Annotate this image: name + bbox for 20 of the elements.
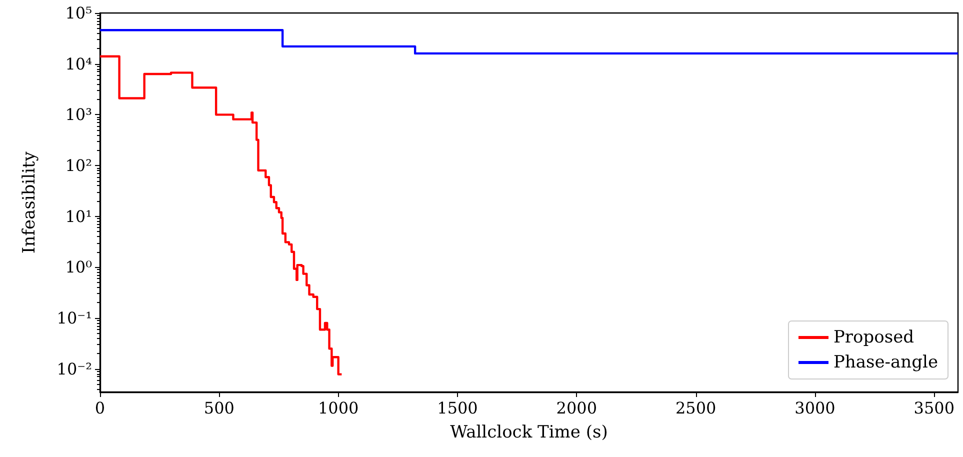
y-tick-label: 10⁵ [65,4,92,22]
y-axis-title: Infeasibility [20,151,40,254]
x-tick-label: 500 [204,398,234,418]
y-tick-label: 10⁴ [65,54,92,74]
x-tick-label: 3500 [914,398,955,418]
y-tick-label: 10⁻¹ [56,308,92,328]
x-tick-label: 0 [94,398,106,418]
x-tick-label: 2500 [675,398,716,418]
y-tick-label: 10⁰ [65,258,92,277]
legend-label: Phase-angle [833,352,938,372]
legend-label: Proposed [833,328,914,348]
x-tick-label: 3000 [794,398,836,418]
x-tick-label: 1500 [437,398,478,418]
y-tick-label: 10¹ [65,206,92,226]
x-tick-label: 2000 [556,398,598,418]
y-tick-label: 10² [65,156,92,175]
x-axis-title: Wallclock Time (s) [450,422,608,442]
y-tick-label: 10⁻² [56,359,92,378]
x-tick-label: 1000 [318,398,359,418]
y-tick-label: 10³ [65,105,92,124]
